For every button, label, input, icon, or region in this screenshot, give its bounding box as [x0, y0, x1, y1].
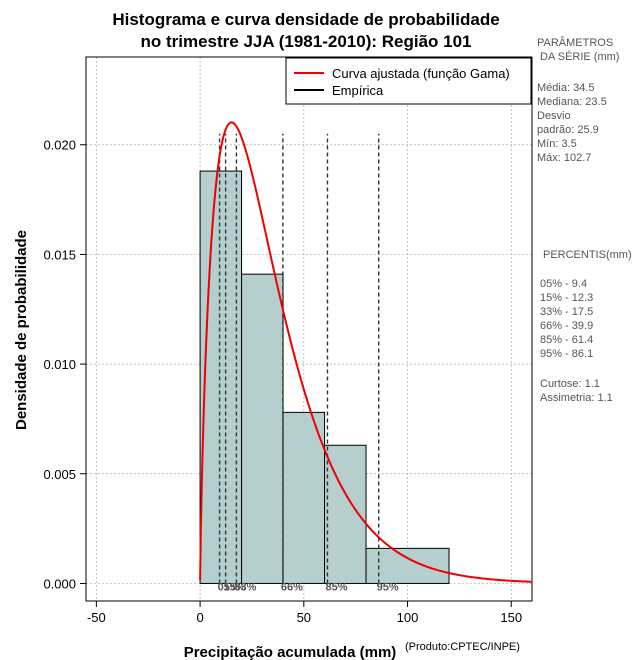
x-tick-label: 50	[297, 610, 311, 625]
y-tick-label: 0.000	[43, 576, 76, 591]
percentile-label-05%: 05%	[218, 581, 240, 593]
stat-min: Mín: 3.5	[537, 138, 577, 150]
params-heading-2: DA SÉRIE (mm)	[540, 50, 619, 63]
x-tick-label: 100	[397, 610, 419, 625]
histogram-bar-5	[365, 547, 450, 584]
legend-box	[285, 57, 532, 105]
axis-ticks: -50 0 50 100 150 0.000 0.005 0.010 0.015 0.020	[43, 138, 522, 625]
histogram-bar-3	[282, 411, 326, 584]
x-tick-label: 0	[196, 610, 203, 625]
histogram-bar-2	[241, 273, 284, 584]
stat-stddev-label: Desvio	[537, 110, 571, 122]
percentil-85: 85% - 61.4	[540, 334, 593, 346]
percentile-lines: 05%15%33% 66% 85% 95%	[218, 133, 399, 593]
stat-skewness: Assimetria: 1.1	[540, 392, 613, 404]
percentiles-panel: PERCENTIS(mm) 05% - 9.4 15% - 12.3 33% -…	[540, 249, 632, 404]
params-heading-1: PARÂMETROS	[537, 36, 613, 49]
y-tick-label: 0.015	[43, 247, 76, 262]
stat-stddev: padrão: 25.9	[537, 124, 599, 136]
series-parameters-panel: PARÂMETROS DA SÉRIE (mm) Média: 34.5 Med…	[537, 36, 619, 164]
plot-frame	[85, 56, 533, 602]
percentis-heading: PERCENTIS(mm)	[543, 249, 632, 261]
x-tick-label: -50	[87, 610, 106, 625]
percentile-label-33%: 33%	[234, 581, 256, 593]
y-tick-label: 0.010	[43, 357, 76, 372]
legend-empirical-label: Empírica	[332, 83, 384, 98]
x-axis-label: Precipitação acumulada (mm)	[184, 644, 397, 660]
chart-subtitle: no trimestre JJA (1981-2010): Região 101	[140, 32, 471, 51]
stat-kurtosis: Curtose: 1.1	[540, 378, 600, 390]
gamma-fit-curve	[199, 121, 532, 583]
stat-max: Máx: 102.7	[537, 152, 591, 164]
percentil-66: 66% - 39.9	[540, 320, 593, 332]
y-axis-label: Densidade de probabilidade	[13, 230, 30, 430]
percentile-label-85%: 85%	[325, 581, 347, 593]
percentil-05: 05% - 9.4	[540, 278, 587, 290]
chart-title: Histograma e curva densidade de probabil…	[112, 10, 499, 29]
gamma-curve-layer	[199, 121, 532, 583]
percentil-15: 15% - 12.3	[540, 292, 593, 304]
credit-note: (Produto:CPTEC/INPE)	[405, 641, 520, 653]
stat-median: Mediana: 23.5	[537, 96, 607, 108]
legend-curve-label: Curva ajustada (função Gama)	[332, 66, 510, 81]
percentil-33: 33% - 17.5	[540, 306, 593, 318]
y-tick-label: 0.005	[43, 467, 76, 482]
y-tick-label: 0.020	[43, 138, 76, 153]
histogram-bar-1	[199, 170, 243, 584]
percentile-label-66%: 66%	[281, 581, 303, 593]
percentile-label-15%: 15%	[224, 581, 246, 593]
percentil-95: 95% - 86.1	[540, 348, 593, 360]
legend: Curva ajustada (função Gama) Empírica	[285, 57, 532, 105]
stat-mean: Média: 34.5	[537, 82, 594, 94]
x-tick-label: 150	[500, 610, 522, 625]
percentile-label-95%: 95%	[377, 581, 399, 593]
histogram-bars	[199, 170, 450, 584]
